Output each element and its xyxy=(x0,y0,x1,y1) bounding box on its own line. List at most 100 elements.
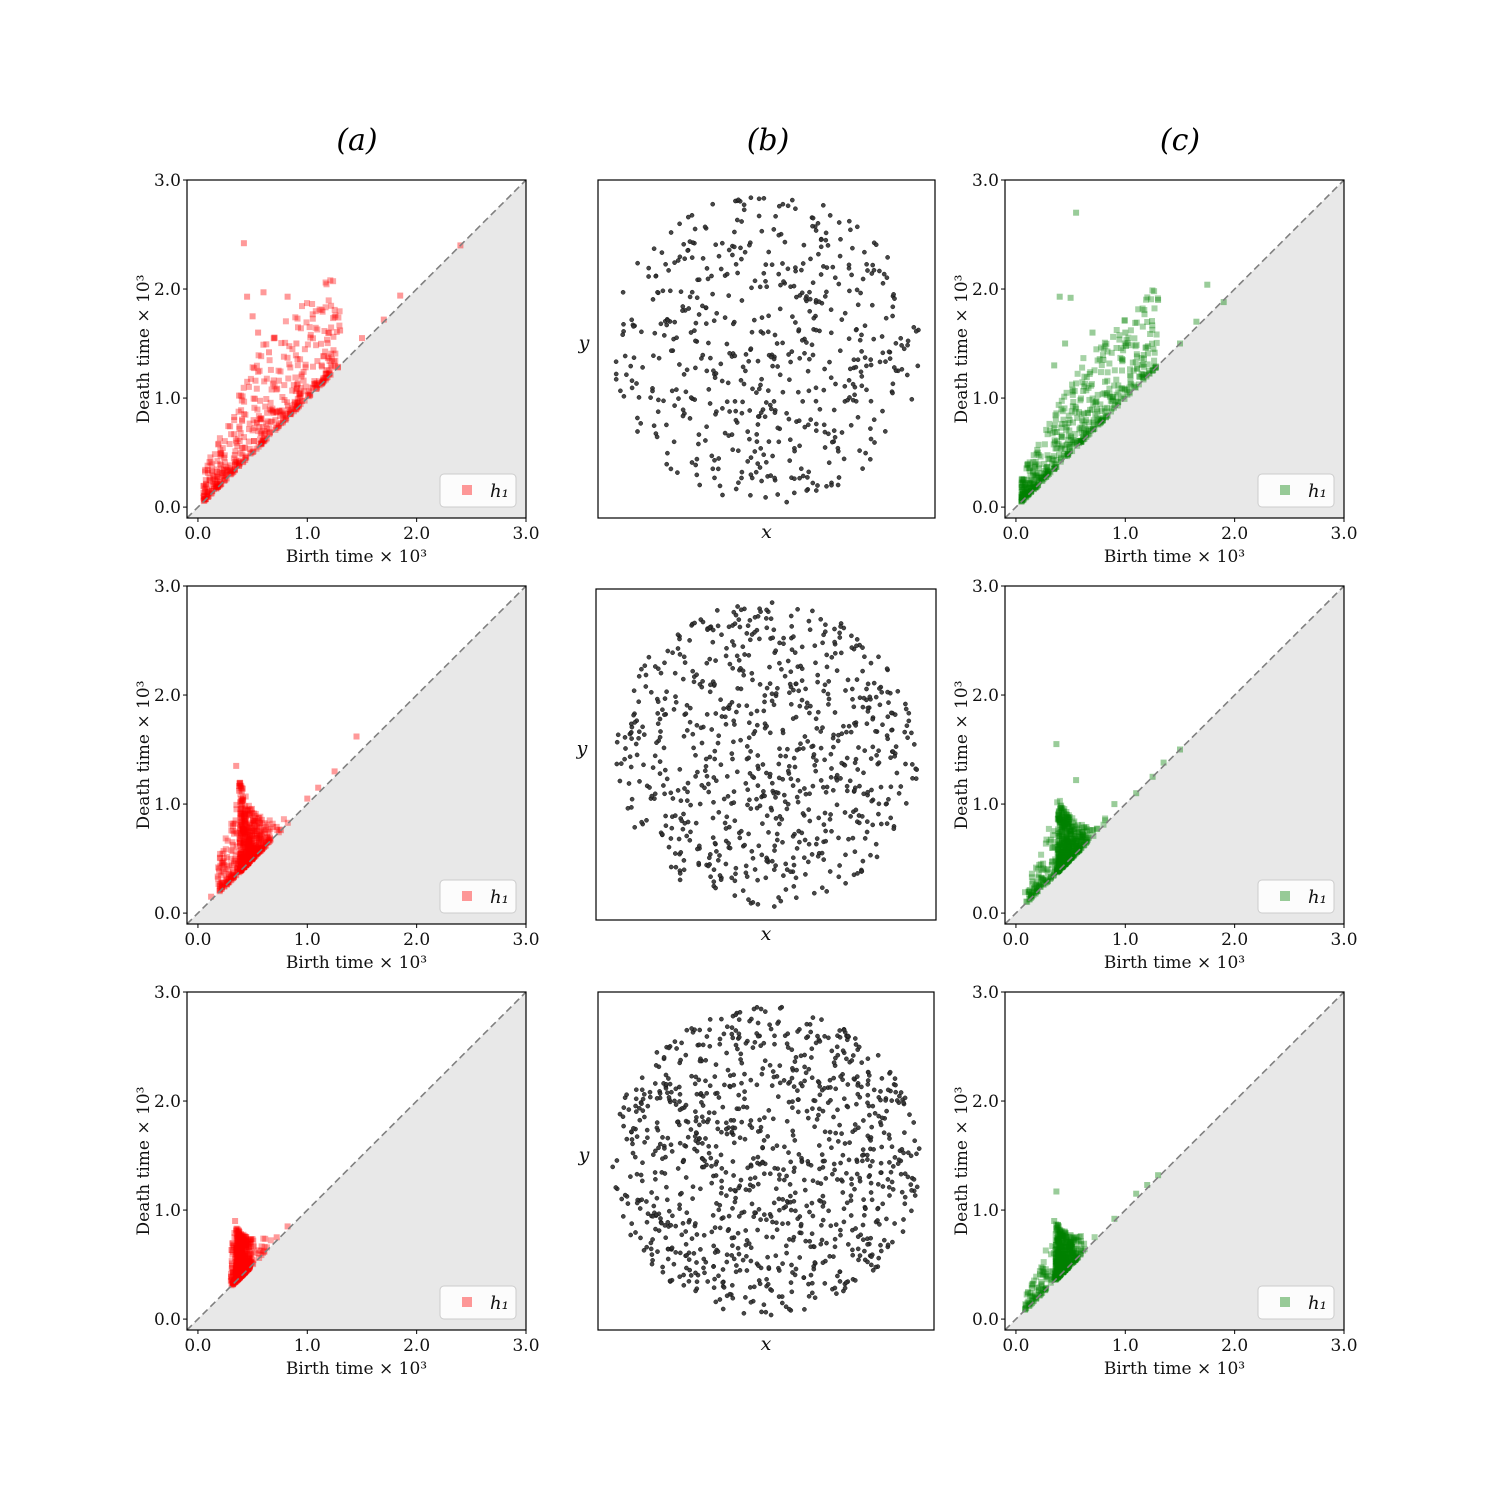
data-point xyxy=(687,239,693,244)
data-point xyxy=(748,492,753,498)
persistence-point xyxy=(264,839,271,846)
persistence-point xyxy=(230,841,237,848)
persistence-point xyxy=(227,1277,234,1284)
persistence-point xyxy=(242,860,249,867)
persistence-point xyxy=(233,1266,240,1273)
persistence-point xyxy=(205,493,212,500)
data-point xyxy=(820,1193,826,1199)
persistence-point xyxy=(252,818,259,825)
persistence-point xyxy=(1078,844,1085,851)
persistence-point xyxy=(1021,491,1028,498)
data-point xyxy=(888,755,893,761)
data-point xyxy=(852,760,858,766)
persistence-point xyxy=(242,823,249,830)
persistence-point xyxy=(214,469,220,475)
persistence-point xyxy=(248,848,255,854)
persistence-point xyxy=(1031,480,1037,487)
persistence-point xyxy=(251,425,258,432)
persistence-point xyxy=(234,442,241,449)
data-point xyxy=(796,389,801,395)
data-point xyxy=(711,1243,717,1249)
persistence-point xyxy=(1033,882,1040,889)
persistence-point xyxy=(1062,840,1069,847)
persistence-point xyxy=(261,430,268,437)
persistence-point xyxy=(223,463,230,470)
data-point xyxy=(766,249,772,255)
persistence-point xyxy=(1065,436,1072,443)
data-point xyxy=(711,368,716,374)
persistence-point xyxy=(221,477,228,484)
data-point xyxy=(820,640,825,646)
data-point xyxy=(724,399,730,405)
persistence-point xyxy=(233,1251,240,1258)
persistence-point xyxy=(324,340,331,347)
persistence-point xyxy=(1026,465,1032,472)
data-point xyxy=(804,340,809,345)
data-point xyxy=(829,655,835,660)
persistence-point xyxy=(1066,854,1073,861)
persistence-point xyxy=(1069,386,1076,393)
persistence-point xyxy=(1070,820,1077,827)
persistence-point xyxy=(229,1251,236,1258)
persistence-point xyxy=(318,340,324,347)
persistence-point xyxy=(237,866,243,872)
data-point xyxy=(665,317,671,323)
persistence-point xyxy=(243,858,250,865)
data-point xyxy=(762,793,767,799)
persistence-point xyxy=(1055,866,1062,873)
data-point xyxy=(890,1239,895,1245)
data-point xyxy=(862,748,868,753)
data-point xyxy=(755,783,761,788)
persistence-point xyxy=(1081,428,1088,435)
persistence-point xyxy=(269,407,276,414)
data-point xyxy=(768,402,773,408)
persistence-point xyxy=(236,423,243,430)
persistence-point xyxy=(243,1265,250,1272)
persistence-point xyxy=(1067,853,1074,860)
data-point xyxy=(717,873,723,878)
persistence-point xyxy=(292,388,299,395)
persistence-point xyxy=(227,855,234,862)
data-point xyxy=(739,828,744,834)
persistence-point xyxy=(214,474,221,480)
persistence-point xyxy=(233,1273,240,1280)
persistence-point xyxy=(1032,484,1039,491)
persistence-point xyxy=(1065,412,1072,419)
data-point xyxy=(772,1041,777,1047)
persistence-point xyxy=(1040,470,1047,477)
persistence-point xyxy=(240,1263,247,1270)
data-point xyxy=(628,1232,634,1238)
persistence-point xyxy=(1058,860,1064,867)
x-tick-label: 3.0 xyxy=(512,930,539,950)
persistence-point xyxy=(229,1262,235,1269)
data-point xyxy=(703,764,709,769)
persistence-point xyxy=(245,855,252,862)
persistence-point xyxy=(1019,480,1026,487)
persistence-point xyxy=(1058,844,1065,851)
data-point xyxy=(755,902,761,907)
persistence-point xyxy=(246,1255,253,1262)
data-point xyxy=(662,660,667,666)
persistence-point xyxy=(230,1248,236,1255)
data-point xyxy=(650,388,655,394)
persistence-point xyxy=(310,363,316,370)
persistence-point xyxy=(255,815,262,822)
persistence-point xyxy=(237,837,244,844)
persistence-point xyxy=(237,861,244,868)
data-point xyxy=(738,245,743,251)
persistence-point xyxy=(246,1247,253,1254)
persistence-point xyxy=(1073,844,1080,851)
y-tick-label: 3.0 xyxy=(972,171,999,191)
persistence-point xyxy=(1062,861,1069,867)
persistence-point xyxy=(240,828,247,835)
persistence-point xyxy=(247,853,254,860)
data-point xyxy=(812,890,817,896)
data-point xyxy=(673,864,679,870)
persistence-point xyxy=(1056,808,1062,815)
data-point xyxy=(885,1242,891,1248)
persistence-point xyxy=(259,845,266,852)
data-point xyxy=(865,709,871,714)
data-point xyxy=(868,852,873,858)
persistence-point xyxy=(233,439,240,446)
persistence-points xyxy=(200,240,464,504)
